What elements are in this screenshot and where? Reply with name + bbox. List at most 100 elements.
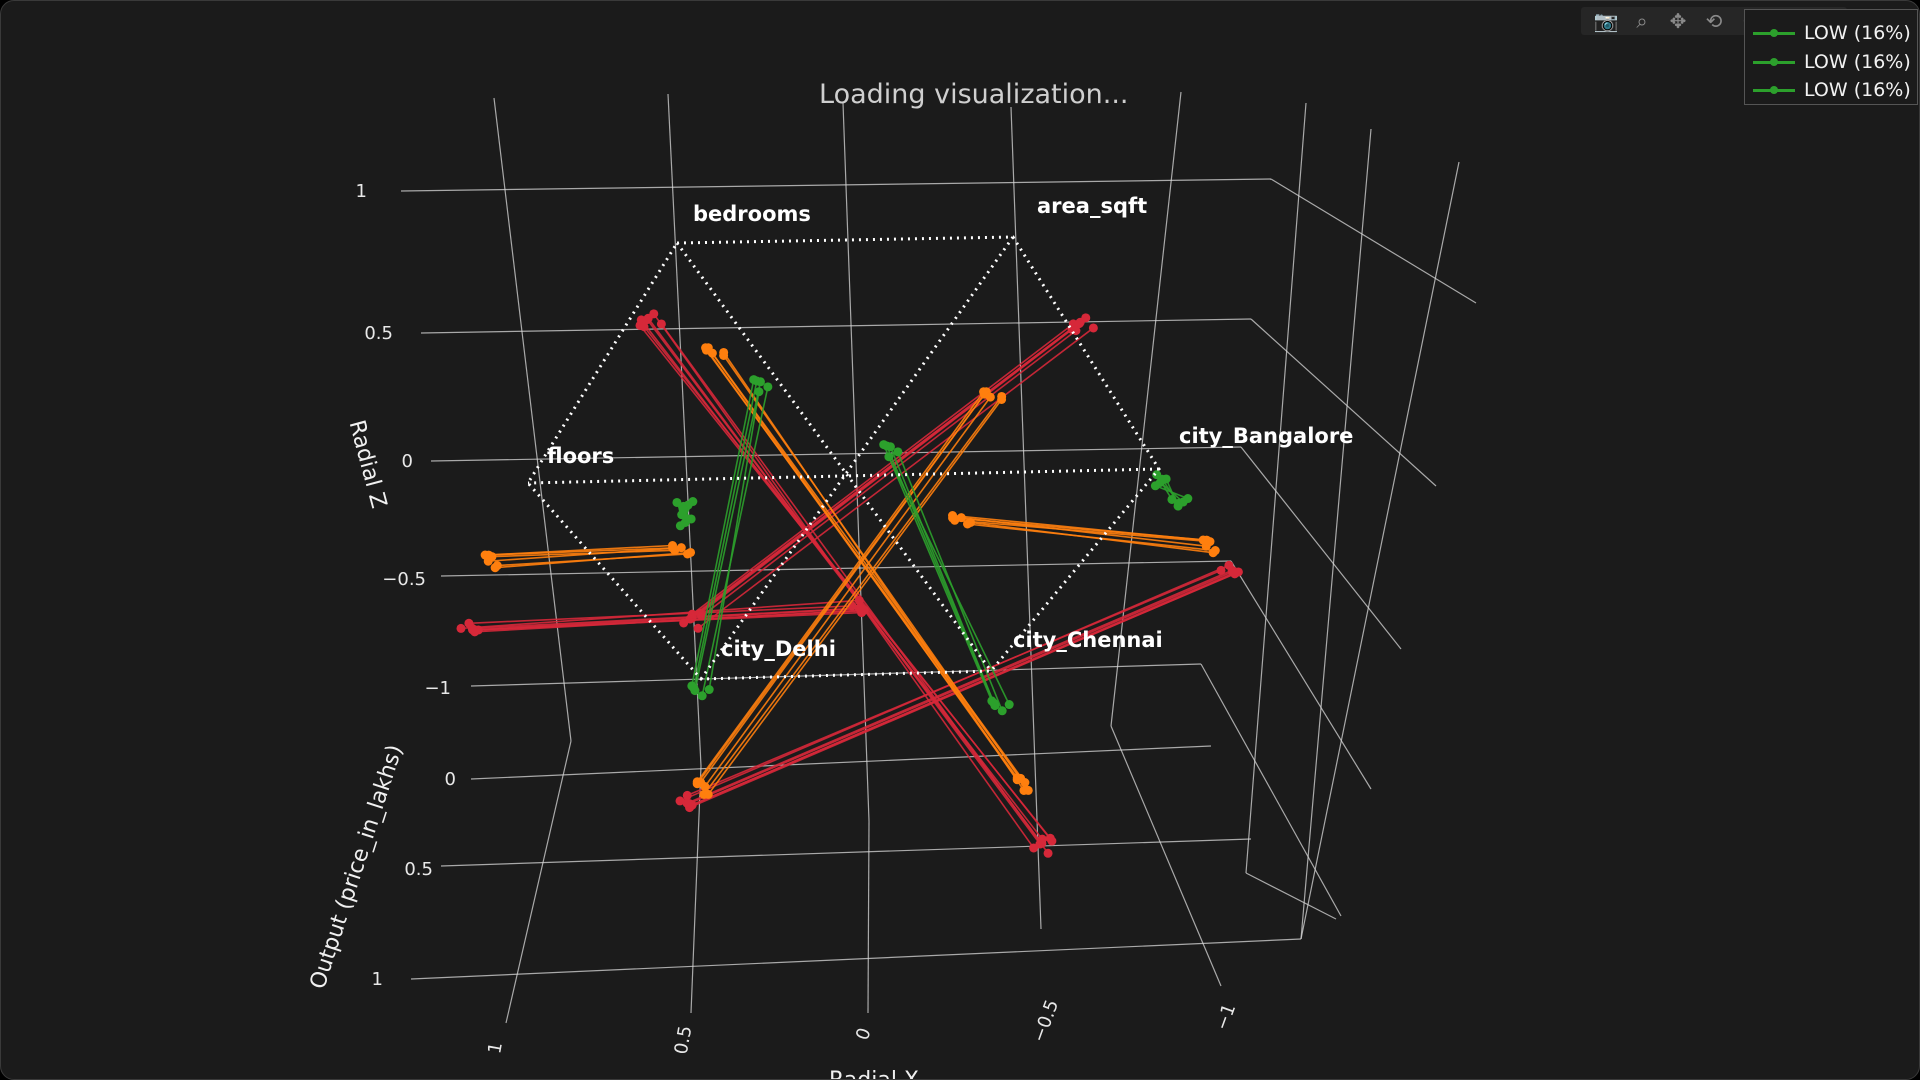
data-point — [678, 504, 688, 514]
data-point — [763, 382, 773, 392]
x-tick-label: 0 — [852, 1025, 876, 1043]
legend: LOW (16%) LOW (16%) LOW (16%) — [1744, 9, 1918, 105]
data-point — [672, 497, 682, 507]
grid-line — [1200, 663, 1342, 917]
series-line — [954, 519, 1211, 543]
series-line — [693, 380, 758, 689]
data-point — [1202, 535, 1212, 545]
series-line — [474, 609, 865, 633]
series-line — [472, 607, 862, 631]
output-tick-label: 0.5 — [404, 859, 433, 880]
data-point — [1088, 323, 1098, 333]
data-point — [1081, 313, 1091, 323]
data-point — [686, 514, 696, 524]
orbit-rotation-icon[interactable]: ⟲ — [1705, 9, 1723, 33]
data-point — [987, 696, 997, 706]
z-tick-label: −0.5 — [382, 569, 426, 590]
grid-line — [1250, 318, 1437, 487]
data-point — [1029, 843, 1039, 853]
data-point — [749, 375, 759, 385]
grid-line — [1240, 446, 1402, 650]
z-tick-label: −1 — [424, 678, 451, 699]
series-line — [691, 322, 1080, 620]
series-line — [491, 549, 675, 558]
data-point — [668, 543, 678, 553]
series-line — [688, 571, 1233, 805]
series-line — [886, 445, 995, 704]
legend-label: LOW (16%) — [1804, 22, 1911, 44]
series-line — [967, 523, 1216, 552]
grid-line — [667, 93, 702, 767]
feature-diagonal — [527, 467, 1160, 485]
data-point — [649, 309, 659, 319]
legend-line-symbol — [1753, 85, 1795, 94]
feature-label: city_Chennai — [1013, 628, 1163, 652]
data-point — [707, 348, 717, 358]
series-line — [696, 391, 985, 783]
data-point — [856, 603, 866, 613]
data-point — [948, 513, 958, 523]
data-point — [703, 789, 713, 799]
data-point — [1161, 474, 1171, 484]
data-point — [963, 519, 973, 529]
data-point — [719, 350, 729, 360]
data-point — [1004, 700, 1014, 710]
legend-item[interactable]: LOW (16%) — [1753, 78, 1911, 102]
grid-line — [470, 663, 1202, 687]
grid-line — [1230, 560, 1372, 790]
data-point — [985, 392, 995, 402]
data-point — [697, 691, 707, 701]
series-line — [882, 444, 993, 702]
data-point — [639, 322, 649, 332]
x-tick-label: −1 — [1211, 1001, 1240, 1033]
series-line — [488, 547, 673, 556]
data-point — [464, 618, 474, 628]
grid-line — [1245, 102, 1307, 874]
zoom-icon[interactable]: ⌕ — [1636, 9, 1648, 33]
grid-line — [440, 838, 1252, 867]
series-line — [660, 323, 1049, 854]
series-line — [686, 569, 1233, 804]
data-point — [642, 315, 652, 325]
data-point — [456, 623, 466, 633]
output-axis-title: Output (price_in_lakhs) — [306, 742, 409, 992]
data-point — [1043, 848, 1053, 858]
feature-label: floors — [547, 444, 614, 468]
label-layer: Radial Z Output (price_in_lakhs) Radial X b… — [306, 194, 1354, 1079]
data-point — [683, 549, 693, 559]
tick-layer: 1 0.5 0 −0.5 −1 0 0.5 1 1 0.5 0 −0.5 −1 — [356, 181, 1241, 1056]
series-line — [488, 546, 682, 563]
data-point — [1074, 319, 1084, 329]
data-point — [693, 623, 703, 633]
series-line — [497, 553, 688, 567]
camera-icon[interactable]: 📷 — [1593, 9, 1619, 33]
pan-icon[interactable]: ✥ — [1669, 9, 1687, 33]
x-tick-label: −0.5 — [1028, 997, 1063, 1045]
data-point — [997, 706, 1007, 716]
series-line — [708, 391, 760, 690]
z-tick-label: 0.5 — [364, 323, 393, 344]
grid-line — [1300, 128, 1372, 940]
output-tick-label: 1 — [372, 969, 383, 990]
data-point — [700, 782, 710, 792]
legend-item[interactable]: LOW (16%) — [1753, 50, 1911, 74]
series-line — [952, 517, 1207, 541]
grid-line — [1110, 725, 1222, 987]
grid-line — [690, 765, 702, 1014]
data-point — [1047, 836, 1057, 846]
data-point — [997, 394, 1007, 404]
grid-line — [420, 318, 1252, 334]
grid-line — [470, 745, 1212, 780]
legend-line-symbol — [1753, 57, 1795, 66]
legend-item[interactable]: LOW (16%) — [1753, 21, 1911, 45]
feature-label: city_Bangalore — [1179, 424, 1353, 448]
grid-line — [505, 740, 572, 1024]
series-line — [694, 381, 762, 691]
data-point — [879, 440, 889, 450]
series-line — [707, 398, 1003, 795]
data-layer — [456, 309, 1243, 858]
legend-label: LOW (16%) — [1804, 51, 1911, 73]
data-point — [704, 685, 714, 695]
